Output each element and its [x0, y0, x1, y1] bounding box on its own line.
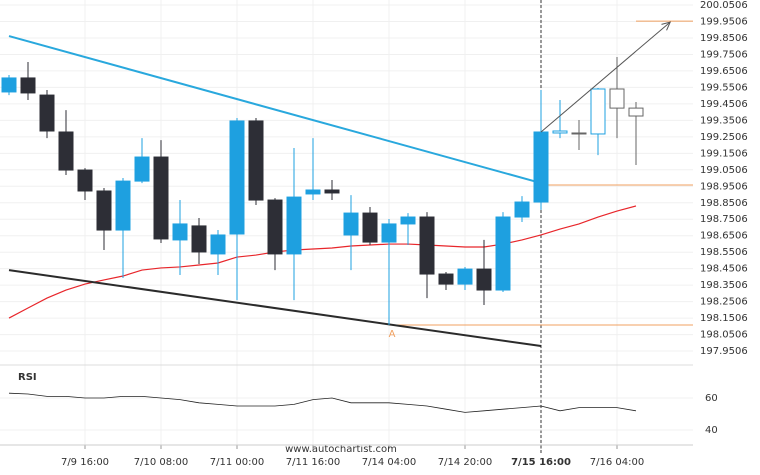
- trendline: [8, 35, 542, 185]
- x-tick-label: 7/10 08:00: [134, 457, 188, 468]
- candle-body: [533, 131, 549, 203]
- x-tick-label: 7/16 04:00: [590, 457, 644, 468]
- x-tick-label: 7/11 16:00: [286, 457, 340, 468]
- candle-body: [590, 88, 606, 135]
- candle-body: [514, 201, 530, 218]
- candle-body: [400, 216, 416, 225]
- annotation: A: [389, 329, 396, 340]
- candle-body: [39, 94, 55, 132]
- x-tick-label: 7/11 00:00: [210, 457, 264, 468]
- y-tick-label: 198.4506: [700, 264, 748, 275]
- y-tick-label: 198.7506: [700, 214, 748, 225]
- y-tick-label: 197.9506: [700, 346, 748, 357]
- candle-body: [191, 225, 207, 253]
- x-tick-label: 7/14 04:00: [362, 457, 416, 468]
- y-tick-label: 199.1506: [700, 148, 748, 159]
- y-tick-label: 198.1506: [700, 313, 748, 324]
- y-tick-label: 199.8506: [700, 33, 748, 44]
- y-tick-label: 60: [705, 393, 718, 404]
- candle-body: [172, 223, 188, 241]
- y-tick-label: 198.8506: [700, 198, 748, 209]
- y-tick-label: 198.0506: [700, 330, 748, 341]
- candle-body: [96, 190, 112, 231]
- candle-body: [438, 273, 454, 285]
- y-tick-label: 199.2506: [700, 132, 748, 143]
- forecast-arrow: [540, 21, 671, 133]
- y-tick-label: 199.7506: [700, 49, 748, 60]
- candle-body: [495, 216, 511, 291]
- y-tick-label: 199.6506: [700, 66, 748, 77]
- candle-body: [229, 120, 245, 235]
- candle-body: [362, 212, 378, 243]
- arrow-head: [661, 21, 672, 31]
- y-tick-label: 199.9506: [700, 16, 748, 27]
- candle-body: [77, 169, 93, 192]
- candle-body: [286, 196, 302, 255]
- x-tick-label: 7/9 16:00: [61, 457, 109, 468]
- x-tick-label: 7/14 20:00: [438, 457, 492, 468]
- candle-body: [305, 189, 321, 195]
- y-tick-label: 199.0506: [700, 165, 748, 176]
- candle-body: [153, 156, 169, 240]
- candle-body: [115, 180, 131, 231]
- y-tick-label: 199.5506: [700, 82, 748, 93]
- candle-body: [267, 199, 283, 255]
- y-tick-label: 40: [705, 425, 718, 436]
- candle-body: [1, 77, 17, 93]
- x-tick-label: 7/15 16:00: [511, 457, 571, 468]
- y-tick-label: 198.5506: [700, 247, 748, 258]
- candle-body: [457, 268, 473, 285]
- candle-body: [210, 234, 226, 255]
- candle-body: [609, 88, 625, 109]
- footer: www.autochartist.com: [285, 444, 397, 455]
- trendline: [8, 269, 542, 348]
- moving-average: [8, 205, 637, 319]
- candle-body: [248, 120, 264, 201]
- y-tick-label: 198.6506: [700, 231, 748, 242]
- candle-body: [324, 189, 340, 194]
- y-tick-label: 198.3506: [700, 280, 748, 291]
- candle-body: [20, 77, 36, 94]
- y-tick-label: 200.0506: [700, 0, 748, 11]
- y-tick-label: 199.4506: [700, 99, 748, 110]
- y-tick-label: 198.9506: [700, 181, 748, 192]
- candle-body: [381, 223, 397, 243]
- candle-body: [552, 130, 568, 134]
- candle-body: [419, 216, 435, 275]
- panel-label: RSI: [18, 372, 37, 383]
- y-tick-label: 199.3506: [700, 115, 748, 126]
- y-tick-label: 198.2506: [700, 297, 748, 308]
- candle-body: [343, 212, 359, 236]
- candle-body: [58, 131, 74, 171]
- candle-body: [571, 132, 587, 135]
- candle-body: [134, 156, 150, 182]
- rsi-line: [8, 392, 637, 413]
- candle-body: [476, 268, 492, 291]
- candle-body: [628, 107, 644, 117]
